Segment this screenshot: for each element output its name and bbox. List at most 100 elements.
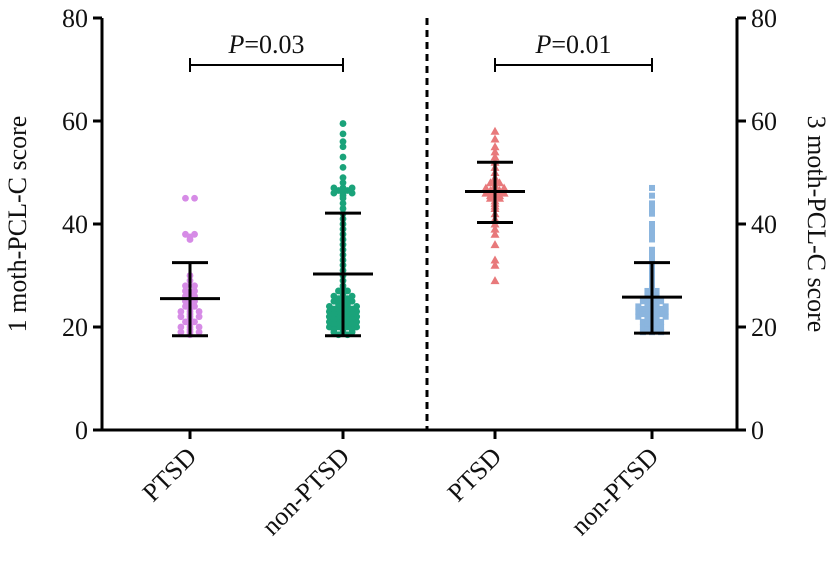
data-point (481, 183, 491, 192)
data-point (490, 142, 500, 151)
data-point (644, 300, 651, 307)
data-point (639, 324, 646, 330)
right-y-tick-label: 0 (751, 416, 764, 445)
error-bars (160, 160, 682, 338)
p-symbol: P (227, 30, 244, 59)
data-point (490, 240, 500, 249)
data-point (195, 308, 203, 315)
data-point (339, 143, 347, 151)
data-point (649, 210, 655, 217)
p-value: =0.03 (244, 30, 304, 59)
left-y-tick-label: 20 (62, 313, 88, 342)
data-point (658, 298, 665, 305)
data-point (339, 138, 347, 146)
data-point (339, 200, 347, 207)
data-point (658, 318, 665, 325)
data-point (177, 323, 185, 331)
data-point (635, 313, 642, 320)
data-point (348, 321, 356, 328)
data-point (195, 328, 203, 336)
data-point (649, 246, 655, 253)
data-point (644, 316, 651, 323)
data-point (177, 328, 185, 336)
data-point (649, 221, 655, 227)
data-point (344, 187, 351, 194)
data-point (490, 255, 500, 264)
data-point (658, 305, 665, 312)
data-point (649, 236, 655, 243)
data-point (653, 321, 660, 328)
data-point (490, 126, 500, 135)
data-point (330, 321, 338, 328)
data-point (344, 295, 351, 303)
right-y-tick-label: 40 (751, 210, 777, 239)
data-point (177, 313, 185, 321)
data-point (653, 287, 660, 294)
data-point (653, 316, 660, 323)
data-point (182, 194, 189, 202)
data-point (490, 229, 500, 238)
data-point (191, 282, 198, 290)
right-y-tick-label: 80 (751, 4, 777, 33)
right-y-tick-label: 20 (751, 313, 777, 342)
axes: 0 20 40 60 80 0 20 40 60 80 1 moth-PCL-C score 3 mo… (3, 4, 831, 541)
left-y-tick-label: 60 (62, 107, 88, 136)
data-point (339, 120, 347, 127)
data-point (499, 183, 509, 192)
data-point (339, 192, 347, 200)
data-point (658, 311, 665, 318)
data-point (662, 313, 669, 320)
data-point (662, 308, 669, 315)
annotations: P=0.03 P=0.01 (189, 30, 653, 72)
data-point (649, 200, 655, 207)
data-point (649, 251, 655, 258)
x-tick-label: PTSD (137, 442, 202, 507)
right-y-axis-label: 3 moth-PCL-C score (802, 116, 831, 333)
data-point (653, 308, 660, 315)
data-point (649, 184, 655, 191)
data-point (490, 276, 500, 285)
data-point (186, 233, 194, 241)
p-value-label: P=0.03 (227, 30, 304, 59)
data-point (344, 300, 351, 308)
data-point (330, 315, 338, 323)
data-point (649, 205, 655, 212)
x-tick-label: non-PTSD (565, 442, 664, 541)
data-point (639, 311, 646, 318)
data-point (649, 192, 655, 199)
data-point (339, 179, 347, 187)
data-point (644, 295, 651, 302)
data-point (490, 224, 500, 233)
data-point (644, 321, 651, 328)
data-point (649, 257, 655, 264)
data-point (495, 178, 505, 187)
data-point (635, 308, 642, 315)
p-symbol: P (534, 30, 551, 59)
p-value: =0.01 (551, 30, 611, 59)
data-point (635, 303, 642, 310)
p-value-label: P=0.01 (534, 30, 611, 59)
data-point (335, 295, 342, 303)
data-point (195, 323, 203, 331)
data-point (191, 194, 198, 202)
data-point (339, 174, 347, 182)
data-point (330, 326, 338, 333)
data-point (177, 308, 185, 315)
data-point (335, 187, 342, 194)
data-point (644, 308, 651, 315)
data-point (339, 163, 347, 171)
data-point (348, 305, 356, 313)
data-point (339, 130, 347, 138)
data-point (653, 295, 660, 302)
data-points (177, 120, 669, 339)
data-point (335, 300, 342, 308)
data-point (639, 298, 646, 305)
data-point (182, 282, 189, 290)
data-point (644, 326, 651, 333)
data-point (653, 326, 660, 333)
data-point (330, 305, 338, 313)
x-tick-label: PTSD (442, 442, 507, 507)
data-point (348, 326, 356, 333)
data-point (330, 310, 338, 318)
